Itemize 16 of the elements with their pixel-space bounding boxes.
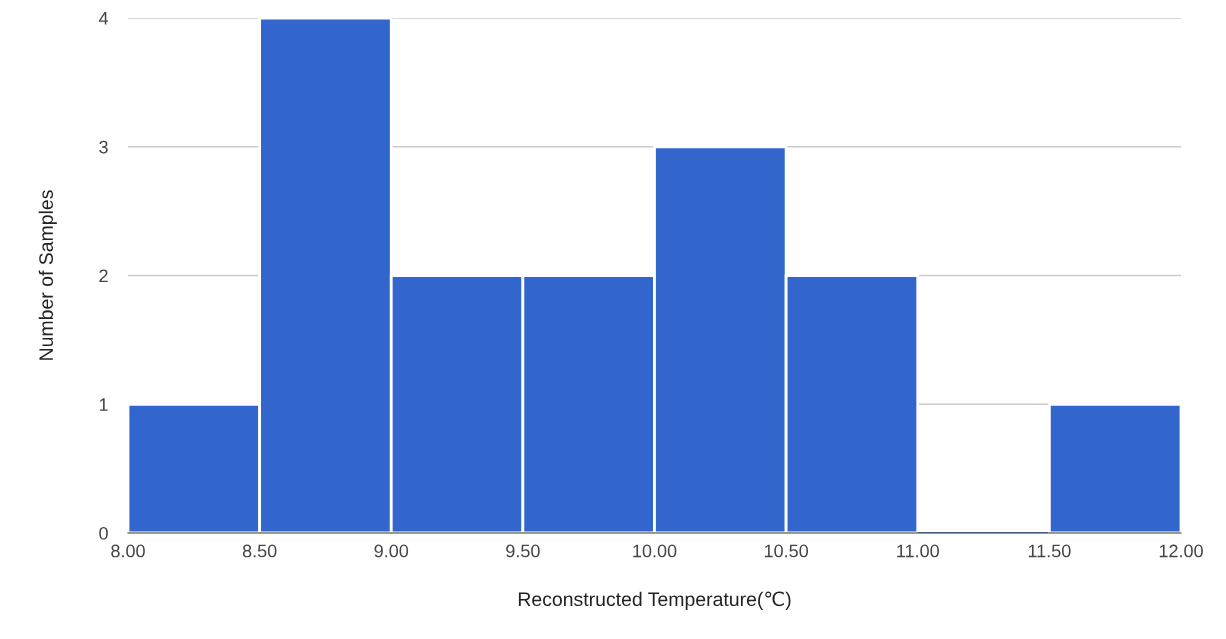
x-tick-label: 8.50: [242, 544, 277, 558]
x-tick-label: 11.00: [897, 544, 939, 558]
y-tick-label: 0: [99, 526, 108, 540]
y-axis-title: Number of Samples: [38, 190, 57, 360]
y-tick-label: 2: [99, 269, 108, 283]
x-tick-label: 10.50: [764, 544, 809, 558]
x-tick-label: 10.00: [633, 544, 677, 558]
x-axis-title: Reconstructed Temperature(℃): [518, 591, 791, 610]
x-tick-label: 12.00: [1159, 544, 1203, 558]
x-tick-label: 8.00: [111, 544, 145, 558]
y-tick-label: 4: [98, 12, 109, 25]
y-tick-label: 3: [99, 140, 108, 154]
y-tick-label: 1: [99, 398, 108, 411]
x-tick-label: 9.50: [506, 544, 540, 558]
x-tick-label: 9.00: [374, 544, 409, 558]
x-tick-label: 11.50: [1028, 544, 1071, 558]
